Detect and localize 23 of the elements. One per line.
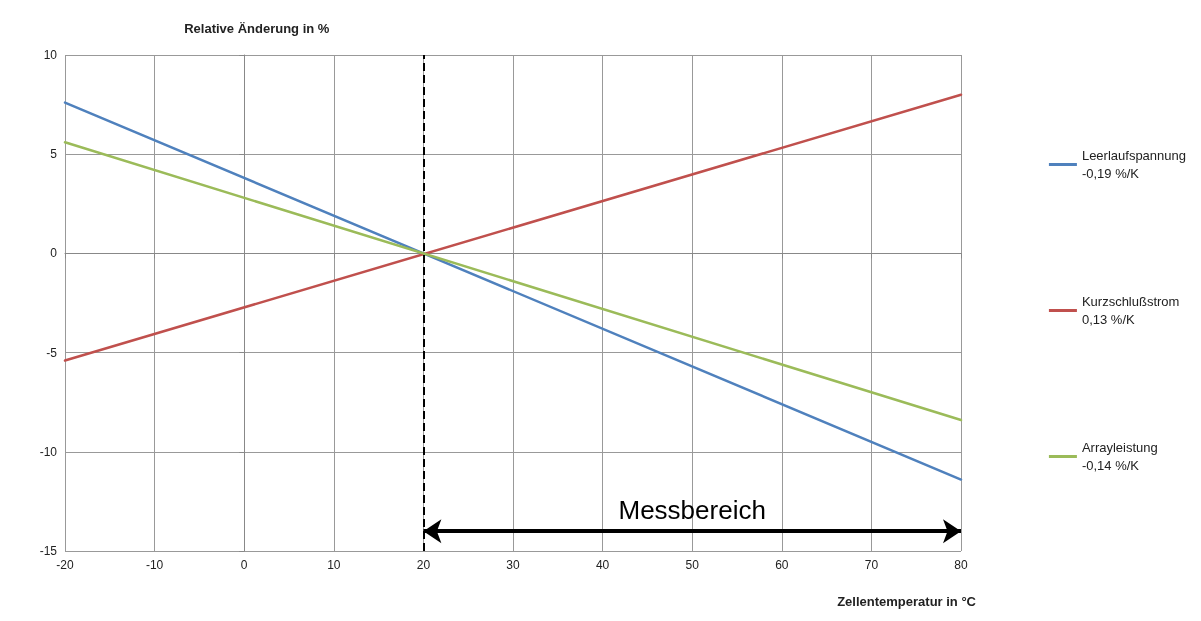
- y-tick-label: -5: [46, 345, 58, 360]
- x-tick-label: 40: [595, 558, 610, 572]
- x-tick-label: 0: [240, 558, 248, 572]
- y-axis-title: Relative Änderung in %: [184, 21, 330, 36]
- x-tick-label: 50: [685, 558, 700, 572]
- legend-label: Arrayleistung -0,14 %/K: [1081, 440, 1158, 473]
- legend-label: Leerlaufspannung -0,19 %/K: [1081, 148, 1186, 181]
- y-tick-label: 10: [43, 48, 58, 62]
- x-tick-label: -20: [56, 558, 74, 572]
- annotation: Messbereich: [618, 495, 766, 526]
- x-tick-label: 80: [954, 558, 968, 572]
- x-tick-label: -10: [145, 558, 164, 572]
- x-tick-label: 60: [775, 558, 789, 572]
- x-tick-label: 30: [506, 558, 520, 572]
- x-axis-title: Zellentemperatur in °C: [837, 594, 977, 609]
- x-tick-label: 70: [864, 558, 879, 572]
- y-tick-label: 5: [50, 147, 58, 162]
- legend-label: Kurzschlußstrom 0,13 %/K: [1081, 294, 1180, 327]
- y-tick-label: -15: [39, 544, 58, 558]
- x-tick-label: 10: [327, 558, 341, 572]
- y-tick-label: 0: [50, 246, 58, 261]
- x-tick-label: 20: [416, 558, 431, 572]
- y-tick-label: -10: [39, 444, 58, 459]
